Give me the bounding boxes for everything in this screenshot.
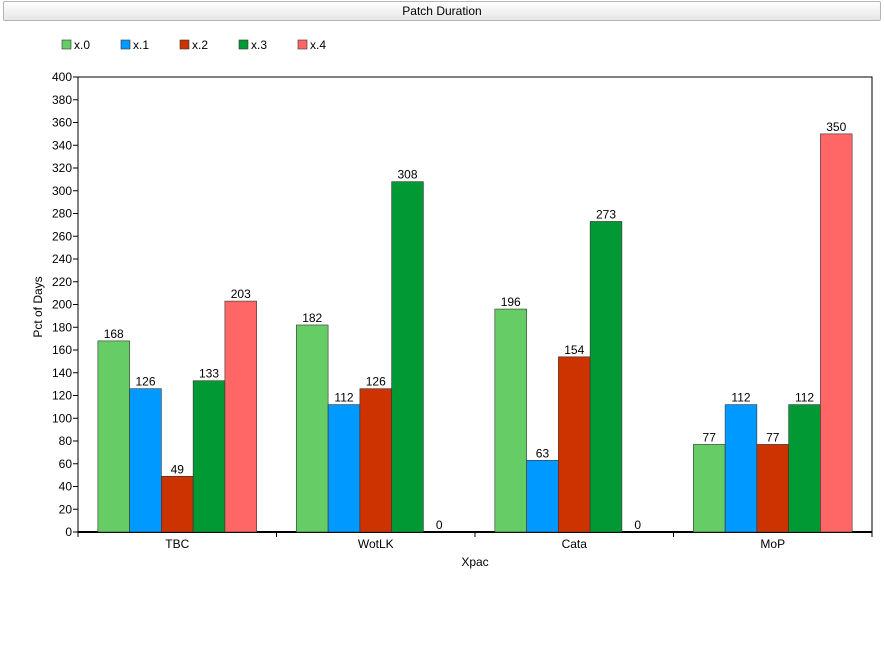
legend-swatch-x-1 <box>120 39 131 50</box>
y-tick-label: 40 <box>59 480 73 494</box>
bars <box>97 133 853 533</box>
legend-label-x-2: x.2 <box>192 38 208 52</box>
y-tick-label: 20 <box>59 502 73 516</box>
bar <box>224 300 257 533</box>
x-tick-label: MoP <box>760 537 785 551</box>
legend-swatch-x-4 <box>297 39 308 50</box>
y-tick-label: 80 <box>59 434 73 448</box>
y-tick-label: 280 <box>52 207 72 221</box>
x-tick-label: TBC <box>165 537 189 551</box>
data-label: 308 <box>397 168 417 182</box>
y-tick-label: 200 <box>52 298 72 312</box>
bar <box>359 388 392 533</box>
data-label: 203 <box>231 287 251 301</box>
y-axis-title: Pct of Days <box>31 276 45 337</box>
bar <box>97 340 130 533</box>
data-label: 0 <box>634 518 641 532</box>
y-tick-label: 180 <box>52 320 72 334</box>
data-label: 126 <box>135 375 155 389</box>
bar <box>161 475 194 533</box>
x-tick-label: WotLK <box>358 537 394 551</box>
legend-swatch-x-2 <box>179 39 190 50</box>
y-tick-label: 300 <box>52 184 72 198</box>
bar <box>589 221 623 533</box>
y-tick-label: 120 <box>52 389 72 403</box>
data-label: 77 <box>703 430 717 444</box>
data-label: 112 <box>334 391 353 405</box>
y-tick-label: 240 <box>52 252 72 266</box>
legend-swatch-x-0 <box>61 39 72 50</box>
data-label: 126 <box>366 375 386 389</box>
bar <box>558 356 591 533</box>
y-tick-label: 220 <box>52 275 72 289</box>
y-tick-label: 360 <box>52 116 72 130</box>
bar <box>756 444 789 533</box>
data-label: 182 <box>302 311 322 325</box>
bar <box>129 388 162 533</box>
data-labels: 168 126 49 133 203 182 112 126 308 0 196 63 154 273 0 7… <box>104 120 847 532</box>
bar <box>391 181 424 533</box>
data-label: 350 <box>826 120 846 134</box>
data-label: 112 <box>731 391 750 405</box>
bar <box>494 308 527 533</box>
legend: x.0 x.1 x.2 x.3 x.4 <box>61 38 326 52</box>
y-tick-label: 140 <box>52 366 72 380</box>
x-axis: TBC WotLK Cata MoP <box>77 532 873 551</box>
data-label: 196 <box>501 295 521 309</box>
bar <box>693 444 726 533</box>
legend-label-x-4: x.4 <box>310 38 326 52</box>
bar <box>296 324 329 533</box>
bar <box>788 404 821 533</box>
y-tick-label: 0 <box>65 525 72 539</box>
legend-label-x-3: x.3 <box>251 38 267 52</box>
y-tick-label: 320 <box>52 161 72 175</box>
data-label: 49 <box>171 462 185 476</box>
bar <box>724 404 758 533</box>
legend-label-x-1: x.1 <box>133 38 149 52</box>
legend-label-x-0: x.0 <box>74 38 90 52</box>
y-tick-label: 400 <box>52 70 72 84</box>
bar <box>820 133 853 533</box>
data-label: 112 <box>795 391 814 405</box>
y-tick-label: 260 <box>52 229 72 243</box>
y-tick-label: 380 <box>52 93 72 107</box>
data-label: 133 <box>199 367 219 381</box>
data-label: 63 <box>536 446 550 460</box>
bar <box>526 460 559 533</box>
x-axis-title: Xpac <box>461 555 488 569</box>
data-label: 154 <box>564 343 584 357</box>
y-tick-label: 60 <box>59 457 73 471</box>
y-tick-label: 100 <box>52 411 72 425</box>
bar <box>192 380 226 533</box>
data-label: 77 <box>766 430 780 444</box>
y-tick-label: 340 <box>52 138 72 152</box>
bar <box>327 404 361 533</box>
data-label: 0 <box>436 518 443 532</box>
chart-title: Patch Duration <box>3 1 881 21</box>
data-label: 273 <box>596 207 616 221</box>
data-label: 168 <box>104 327 124 341</box>
y-tick-label: 160 <box>52 343 72 357</box>
legend-swatch-x-3 <box>238 39 249 50</box>
x-tick-label: Cata <box>562 537 588 551</box>
